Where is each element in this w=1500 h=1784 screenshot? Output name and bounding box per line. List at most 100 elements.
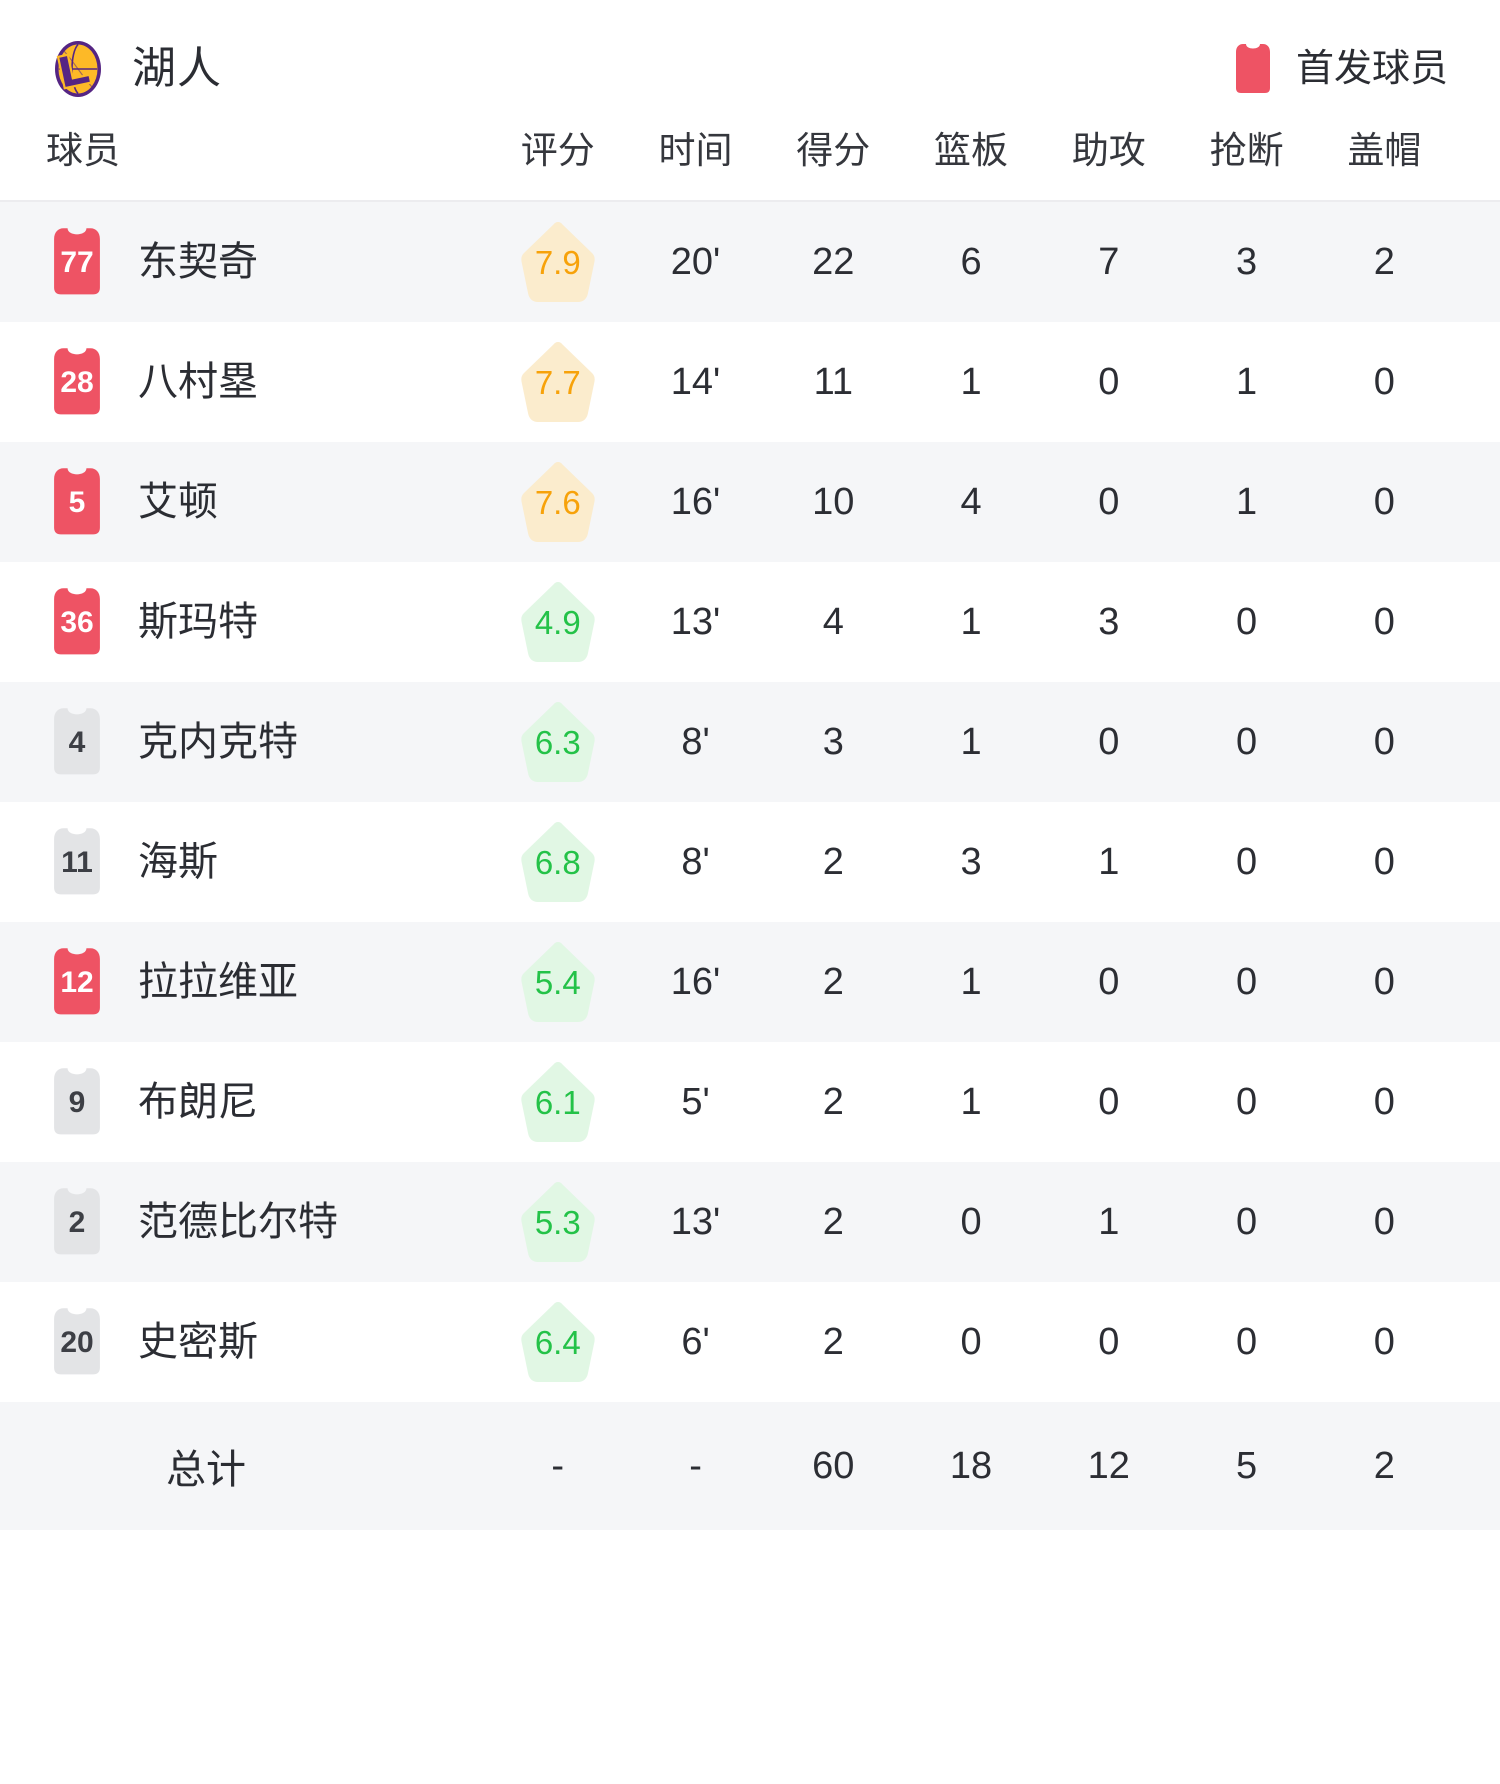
- table-row[interactable]: 11 海斯 6.8 8' 2 3 1 0 0: [0, 802, 1500, 922]
- cell-pad: [1453, 562, 1500, 682]
- cell-blocks: 0: [1315, 682, 1454, 802]
- team-name: 湖人: [132, 44, 222, 93]
- table-row[interactable]: 77 东契奇 7.9 20' 22 6 7 3 2: [0, 201, 1500, 322]
- total-blocks: 2: [1315, 1402, 1454, 1530]
- cell-player[interactable]: 20 史密斯: [0, 1282, 489, 1402]
- total-assists: 12: [1039, 1402, 1178, 1530]
- cell-blocks: 0: [1373, 840, 1395, 883]
- cell-points: 2: [764, 1162, 903, 1282]
- cell-player[interactable]: 5 艾顿: [0, 442, 489, 562]
- cell-rebounds: 0: [960, 1320, 982, 1363]
- cell-pad: [1453, 442, 1500, 562]
- cell-steals: 0: [1236, 1080, 1258, 1123]
- cell-player[interactable]: 12 拉拉维亚: [0, 922, 489, 1042]
- cell-pad: [1453, 1042, 1500, 1162]
- cell-points: 22: [764, 201, 903, 322]
- column-header-assists[interactable]: 助攻: [1039, 120, 1178, 202]
- total-row: 总计 - -60 18 12 5 2: [0, 1402, 1500, 1530]
- cell-rebounds: 0: [902, 1162, 1040, 1282]
- table-row[interactable]: 20 史密斯 6.4 6' 2 0 0 0 0: [0, 1282, 1500, 1402]
- cell-steals: 0: [1236, 1320, 1258, 1363]
- rating-badge: 6.4: [519, 1300, 597, 1384]
- total-minutes: -: [626, 1402, 765, 1530]
- cell-assists: 7: [1039, 201, 1178, 322]
- rating-badge: 6.3: [519, 700, 597, 784]
- jersey-number: 28: [60, 366, 94, 400]
- cell-pad: [1453, 201, 1500, 322]
- jersey-number-icon: 20: [46, 1306, 108, 1378]
- cell-pad: [1453, 322, 1500, 442]
- cell-player[interactable]: 36 斯玛特: [0, 562, 489, 682]
- cell-rating: 6.1: [489, 1042, 627, 1162]
- total-rating: -: [488, 1402, 627, 1530]
- cell-assists: 3: [1098, 600, 1120, 643]
- total-rebounds: 18: [902, 1402, 1040, 1530]
- table-row[interactable]: 36 斯玛特 4.9 13' 4 1 3 0 0: [0, 562, 1500, 682]
- column-header-minutes[interactable]: 时间: [626, 120, 765, 202]
- player-name[interactable]: 范德比尔特: [138, 1200, 338, 1244]
- cell-player[interactable]: 4 克内克特: [0, 682, 489, 802]
- jersey-number: 2: [68, 1206, 86, 1240]
- starter-legend-label: 首发球员: [1295, 48, 1448, 90]
- team-header: 湖人 首发球员: [0, 0, 1500, 97]
- column-header-steals[interactable]: 抢断: [1177, 120, 1316, 202]
- cell-points: 2: [822, 1320, 844, 1363]
- cell-rating: 5.3: [488, 1162, 627, 1282]
- table-row[interactable]: 2 范德比尔特 5.3 13' 2 0 1 0 0: [0, 1162, 1500, 1282]
- cell-rating: 4.9: [489, 562, 627, 682]
- cell-player[interactable]: 9 布朗尼: [0, 1042, 489, 1162]
- cell-points: 3: [764, 682, 903, 802]
- jersey-number: 36: [60, 606, 94, 640]
- rating-badge: 7.9: [519, 220, 597, 304]
- cell-player[interactable]: 77 东契奇: [0, 201, 489, 322]
- rating-value: 4.9: [534, 603, 581, 641]
- player-name[interactable]: 布朗尼: [138, 1080, 258, 1124]
- rating-badge: 5.3: [519, 1180, 597, 1264]
- player-name[interactable]: 史密斯: [138, 1320, 258, 1364]
- cell-player[interactable]: 11 海斯: [0, 802, 489, 922]
- cell-pad: [1453, 802, 1500, 922]
- table-row[interactable]: 4 克内克特 6.3 8' 3 1 0 0 0: [0, 682, 1500, 802]
- cell-blocks: 0: [1315, 922, 1454, 1042]
- cell-player[interactable]: 28 八村塁: [0, 322, 489, 442]
- total-label: 总计: [166, 1448, 246, 1492]
- cell-points: 2: [822, 1080, 844, 1123]
- column-header-rating[interactable]: 评分: [488, 120, 627, 202]
- cell-rebounds: 4: [902, 442, 1040, 562]
- cell-pad: [1453, 682, 1500, 802]
- player-name[interactable]: 斯玛特: [138, 600, 258, 644]
- cell-rating: 6.8: [489, 802, 627, 922]
- cell-steals: 0: [1177, 1162, 1316, 1282]
- column-header-points[interactable]: 得分: [764, 120, 903, 202]
- jersey-number-icon: 2: [46, 1186, 108, 1258]
- column-header-player[interactable]: 球员: [0, 120, 489, 202]
- player-name[interactable]: 海斯: [138, 840, 218, 884]
- player-name[interactable]: 艾顿: [138, 480, 218, 524]
- jersey-number-icon: 28: [46, 346, 108, 418]
- cell-blocks: 2: [1315, 201, 1454, 322]
- cell-pad: [1453, 1162, 1500, 1282]
- table-row[interactable]: 5 艾顿 7.6 16' 10 4 0 1 0: [0, 442, 1500, 562]
- cell-rating: 7.6: [488, 442, 627, 562]
- table-row[interactable]: 9 布朗尼 6.1 5' 2 1 0 0 0: [0, 1042, 1500, 1162]
- rating-value: 6.8: [534, 843, 581, 881]
- jersey-number: 12: [60, 966, 94, 1000]
- cell-player[interactable]: 2 范德比尔特: [0, 1162, 489, 1282]
- rating-value: 7.7: [534, 363, 581, 401]
- jersey-number: 9: [68, 1086, 86, 1120]
- team-identity[interactable]: 湖人: [46, 37, 222, 101]
- cell-minutes: 8': [626, 682, 765, 802]
- player-name[interactable]: 克内克特: [138, 720, 298, 764]
- cell-assists: 1: [1098, 840, 1120, 883]
- column-header-blocks[interactable]: 盖帽: [1315, 120, 1454, 202]
- cell-points: 2: [822, 840, 844, 883]
- cell-minutes: 13': [626, 1162, 765, 1282]
- player-name[interactable]: 拉拉维亚: [138, 960, 298, 1004]
- player-name[interactable]: 八村塁: [138, 360, 258, 404]
- table-row[interactable]: 28 八村塁 7.7 14' 11 1 0 1 0: [0, 322, 1500, 442]
- cell-points: 4: [822, 600, 844, 643]
- player-name[interactable]: 东契奇: [138, 240, 258, 284]
- column-header-rebounds[interactable]: 篮板: [902, 120, 1040, 202]
- table-row[interactable]: 12 拉拉维亚 5.4 16' 2 1 0 0 0: [0, 922, 1500, 1042]
